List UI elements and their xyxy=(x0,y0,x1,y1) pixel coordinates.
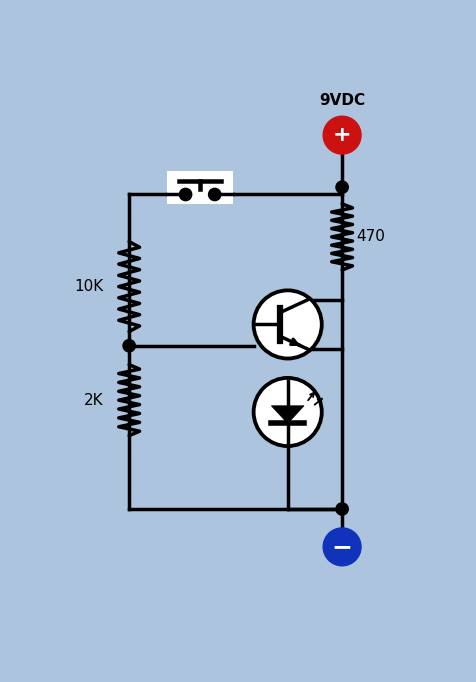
Circle shape xyxy=(323,116,361,154)
Text: 470: 470 xyxy=(357,229,385,244)
Polygon shape xyxy=(271,406,304,424)
FancyArrowPatch shape xyxy=(308,393,314,400)
FancyArrowPatch shape xyxy=(291,339,300,346)
Circle shape xyxy=(336,503,348,515)
Circle shape xyxy=(254,378,322,446)
FancyArrowPatch shape xyxy=(315,399,322,404)
Text: 9VDC: 9VDC xyxy=(319,93,365,108)
Circle shape xyxy=(123,340,135,352)
Text: 10K: 10K xyxy=(74,279,103,294)
Circle shape xyxy=(254,291,322,359)
Circle shape xyxy=(208,188,221,201)
Circle shape xyxy=(336,181,348,194)
Circle shape xyxy=(179,188,192,201)
Text: +: + xyxy=(333,125,351,145)
Text: 2K: 2K xyxy=(83,393,103,408)
Circle shape xyxy=(323,528,361,566)
Text: −: − xyxy=(332,535,353,559)
Bar xyxy=(167,170,233,204)
